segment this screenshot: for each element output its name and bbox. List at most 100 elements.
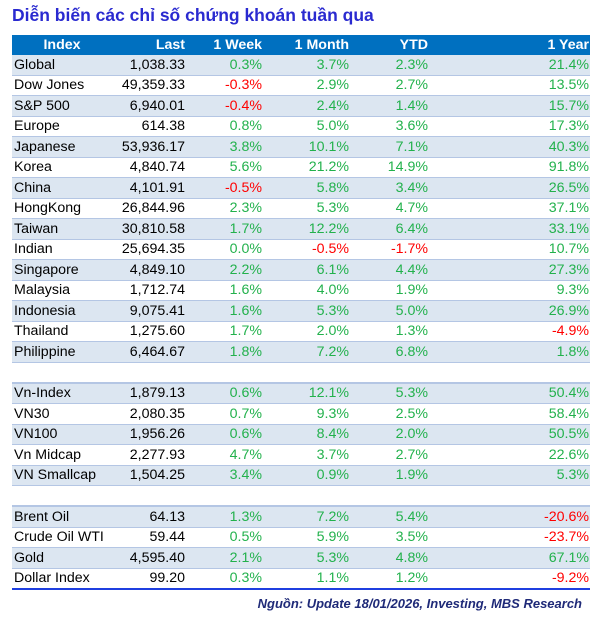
index-name: VN100 [12,424,112,445]
last-value: 1,275.60 [112,321,186,342]
table-row: VN Smallcap 1,504.25 3.4% 0.9% 1.9% 5.3% [12,465,590,486]
month-change: 2.9% [263,75,350,96]
year-change: -4.9% [429,321,590,342]
year-change: 27.3% [429,259,590,281]
ytd-change: -1.7% [350,239,429,260]
table-row: Japanese 53,936.17 3.8% 10.1% 7.1% 40.3% [12,136,590,158]
month-change: 12.2% [263,218,350,240]
month-change: 4.0% [263,280,350,301]
last-value: 9,075.41 [112,300,186,322]
table-body: Global 1,038.33 0.3% 3.7% 2.3% 21.4% Dow Jones… [12,55,590,590]
index-name: Malaysia [12,280,112,301]
index-name: Brent Oil [12,505,112,528]
week-change: 1.7% [186,218,263,240]
year-change: 21.4% [429,55,590,76]
month-change: 5.0% [263,116,350,137]
last-value: 6,940.01 [112,95,186,117]
ytd-change: 1.4% [350,95,429,117]
table-row: Indian 25,694.35 0.0% -0.5% -1.7% 10.7% [12,239,590,260]
index-name: Crude Oil WTI [12,527,112,548]
ytd-change: 2.0% [350,424,429,445]
month-change: 7.2% [263,505,350,528]
last-value: 25,694.35 [112,239,186,260]
year-change: 13.5% [429,75,590,96]
month-change: 7.2% [263,341,350,363]
last-value: 1,879.13 [112,381,186,404]
ytd-change: 5.3% [350,381,429,404]
index-name: Taiwan [12,218,112,240]
week-change: 3.4% [186,465,263,486]
last-value: 4,840.74 [112,157,186,178]
year-change: 58.4% [429,403,590,425]
month-change: 21.2% [263,157,350,178]
table-row: Gold 4,595.40 2.1% 5.3% 4.8% 67.1% [12,547,590,569]
week-change: 2.2% [186,259,263,281]
ytd-change: 2.7% [350,444,429,466]
year-change: 50.4% [429,381,590,404]
month-change: 12.1% [263,381,350,404]
ytd-change: 4.8% [350,547,429,569]
last-value: 26,844.96 [112,198,186,219]
year-change: 40.3% [429,136,590,158]
last-value: 99.20 [112,568,186,590]
week-change: 0.3% [186,568,263,590]
year-change: 1.8% [429,341,590,363]
index-name: HongKong [12,198,112,219]
ytd-change: 6.8% [350,341,429,363]
ytd-change: 3.6% [350,116,429,137]
col-index: Index [12,35,112,55]
month-change: 5.9% [263,527,350,548]
col-1month: 1 Month [263,35,350,55]
index-name: China [12,177,112,199]
month-change: -0.5% [263,239,350,260]
index-name: Korea [12,157,112,178]
ytd-change: 6.4% [350,218,429,240]
table-row: Thailand 1,275.60 1.7% 2.0% 1.3% -4.9% [12,321,590,342]
table-row: Global 1,038.33 0.3% 3.7% 2.3% 21.4% [12,55,590,76]
last-value: 49,359.33 [112,75,186,96]
last-value: 4,595.40 [112,547,186,569]
table-row: Vn-Index 1,879.13 0.6% 12.1% 5.3% 50.4% [12,381,590,404]
index-name: Indian [12,239,112,260]
month-change: 2.0% [263,321,350,342]
table-row: Dow Jones 49,359.33 -0.3% 2.9% 2.7% 13.5% [12,75,590,96]
table-row: Crude Oil WTI 59.44 0.5% 5.9% 3.5% -23.7% [12,527,590,548]
year-change: 22.6% [429,444,590,466]
year-change: 9.3% [429,280,590,301]
year-change: 50.5% [429,424,590,445]
last-value: 59.44 [112,527,186,548]
year-change: 10.7% [429,239,590,260]
year-change: 26.5% [429,177,590,199]
ytd-change: 5.0% [350,300,429,322]
week-change: 0.3% [186,55,263,76]
last-value: 64.13 [112,505,186,528]
month-change: 8.4% [263,424,350,445]
index-name: Dollar Index [12,568,112,590]
year-change: 37.1% [429,198,590,219]
table-row: Indonesia 9,075.41 1.6% 5.3% 5.0% 26.9% [12,300,590,322]
col-last: Last [112,35,186,55]
month-change: 5.8% [263,177,350,199]
table-row: Singapore 4,849.10 2.2% 6.1% 4.4% 27.3% [12,259,590,281]
week-change: 1.7% [186,321,263,342]
week-change: 0.8% [186,116,263,137]
year-change: 5.3% [429,465,590,486]
index-name: Philippine [12,341,112,363]
page-title: Diễn biến các chỉ số chứng khoán tuần qu… [12,5,374,25]
table-row: VN100 1,956.26 0.6% 8.4% 2.0% 50.5% [12,424,590,445]
last-value: 1,504.25 [112,465,186,486]
week-change: 0.0% [186,239,263,260]
index-name: Indonesia [12,300,112,322]
table-row: Brent Oil 64.13 1.3% 7.2% 5.4% -20.6% [12,505,590,528]
ytd-change: 3.5% [350,527,429,548]
week-change: -0.4% [186,95,263,117]
last-value: 1,956.26 [112,424,186,445]
week-change: 0.5% [186,527,263,548]
index-name: Thailand [12,321,112,342]
ytd-change: 2.5% [350,403,429,425]
year-change: -20.6% [429,505,590,528]
index-name: S&P 500 [12,95,112,117]
year-change: 15.7% [429,95,590,117]
table-row: Korea 4,840.74 5.6% 21.2% 14.9% 91.8% [12,157,590,178]
week-change: 1.6% [186,280,263,301]
